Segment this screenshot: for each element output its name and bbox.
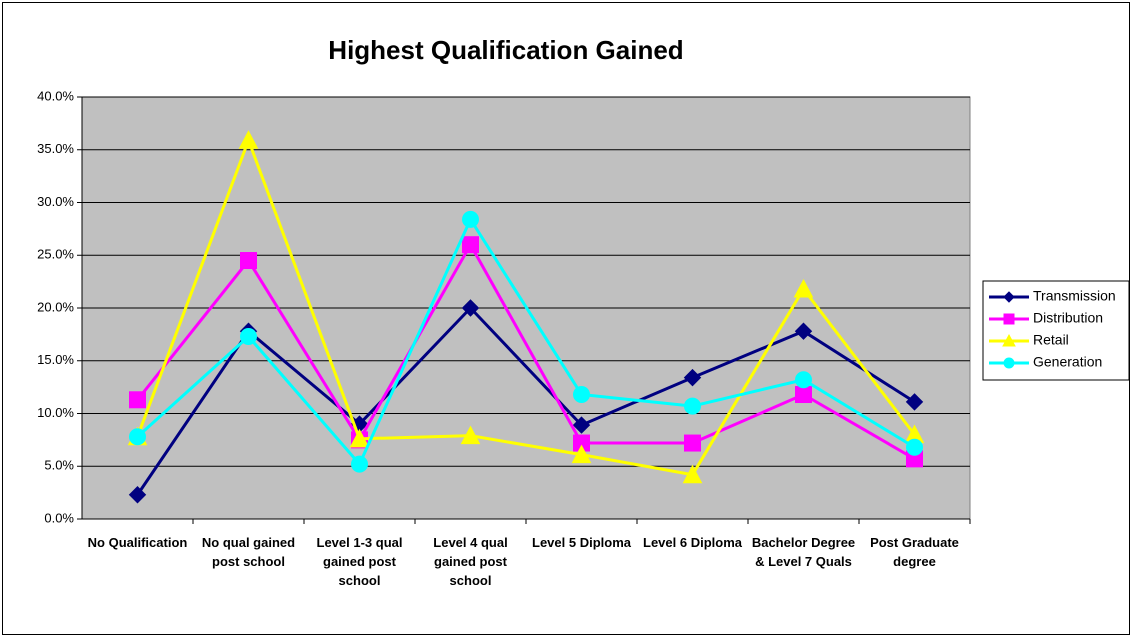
y-tick-label: 30.0% (37, 194, 74, 209)
y-tick-label: 40.0% (37, 88, 74, 103)
x-tick-label: Level 5 Diploma (532, 535, 631, 550)
marker (793, 278, 814, 298)
marker (462, 236, 479, 254)
marker (240, 252, 257, 270)
y-tick-label: 35.0% (37, 141, 74, 156)
marker (1002, 333, 1016, 347)
legend-label: Transmission (1033, 288, 1116, 304)
marker (684, 397, 701, 415)
marker (571, 444, 592, 464)
x-tick-label: No qual gained post school (201, 535, 296, 569)
marker (1003, 313, 1015, 325)
y-tick-label: 25.0% (37, 247, 74, 262)
y-tick-label: 20.0% (37, 299, 74, 314)
marker (683, 368, 702, 387)
y-tick-label: 15.0% (37, 352, 74, 367)
marker (573, 386, 590, 404)
marker (684, 434, 701, 452)
marker (1003, 357, 1015, 369)
series-line (136, 216, 916, 467)
x-tick-label: Level 1-3 qual gained post school (316, 535, 403, 588)
y-tick-label: 5.0% (44, 458, 74, 473)
series-line (136, 241, 916, 461)
legend-label: Retail (1033, 332, 1069, 348)
marker (462, 210, 479, 228)
marker (682, 464, 703, 484)
marker (349, 428, 370, 448)
x-tick-label: Level 6 Diploma (643, 535, 742, 550)
legend-label: Distribution (1033, 310, 1103, 326)
x-tick-label: No Qualification (87, 535, 188, 550)
marker (238, 130, 259, 149)
x-tick-label: Bachelor Degree & Level 7 Quals (751, 535, 856, 569)
series-line (136, 135, 916, 477)
marker (129, 391, 146, 409)
legend-label: Generation (1033, 354, 1102, 370)
chart-title: Highest Qualification Gained (328, 35, 683, 65)
marker (794, 322, 813, 340)
marker (129, 428, 146, 446)
y-tick-label: 10.0% (37, 405, 74, 420)
marker (906, 438, 923, 456)
series-line (136, 305, 916, 496)
marker (461, 299, 480, 317)
marker (460, 425, 481, 445)
marker (795, 371, 812, 389)
y-tick-label: 0.0% (44, 510, 74, 525)
marker (572, 416, 591, 434)
marker (905, 393, 924, 411)
marker (128, 486, 147, 504)
x-tick-label: Post Graduate degree (870, 535, 959, 569)
marker (1003, 291, 1015, 303)
x-tick-label: Level 4 qual gained post school (433, 535, 508, 588)
marker (795, 386, 812, 404)
marker (351, 455, 368, 473)
marker (240, 327, 257, 345)
